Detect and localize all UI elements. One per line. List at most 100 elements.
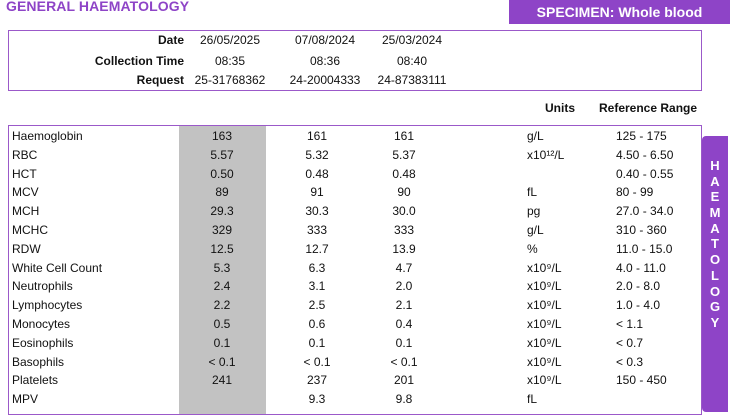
result-value: 30.0 (392, 204, 416, 219)
request-value: 24-87383111 (377, 73, 447, 87)
result-value: 9.3 (308, 392, 326, 407)
result-value: 30.3 (305, 204, 329, 219)
result-value: 12.5 (210, 241, 234, 256)
result-value: 2.0 (395, 279, 413, 294)
result-value: 29.3 (210, 204, 234, 219)
result-value: 0.1 (395, 335, 413, 350)
reference-range: 125 - 175 (616, 129, 667, 143)
reference-range: 150 - 450 (616, 373, 667, 388)
unit: x10⁹/L (527, 317, 562, 331)
unit: pg (527, 204, 541, 219)
table-row: White Cell Count 5.3 6.3 4.7 x10⁹/L 4.0 - 11.… (8, 259, 702, 278)
date-value: 25/03/2024 (381, 33, 443, 47)
table-row: Eosinophils 0.1 0.1 0.1 x10⁹/L < 0.7 (8, 334, 702, 353)
test-name: MCHC (12, 223, 48, 237)
result-value: 0.1 (308, 335, 326, 350)
units-header: Units (545, 101, 575, 115)
specimen-badge: SPECIMEN: Whole blood (509, 0, 730, 24)
result-value: 333 (306, 223, 328, 237)
result-value: < 0.1 (390, 354, 418, 369)
reference-range-header: Reference Range (599, 101, 698, 115)
test-name: Neutrophils (12, 279, 73, 294)
unit: x10⁹/L (527, 335, 562, 350)
result-value: 4.7 (395, 260, 413, 275)
result-value: 241 (211, 373, 233, 388)
collection-time-value: 08:35 (214, 54, 246, 68)
table-row: HCT 0.50 0.48 0.48 0.40 - 0.55 (8, 165, 702, 184)
result-value: 91 (310, 185, 324, 200)
test-name: RBC (12, 147, 38, 162)
unit: fL (527, 185, 538, 200)
reference-range: < 1.1 (616, 317, 644, 331)
table-row: RBC 5.57 5.32 5.37 x10¹²/L 4.50 - 6.50 (8, 146, 702, 165)
table-row: MPV 9.3 9.8 fL (8, 390, 702, 409)
result-value: 2.2 (213, 298, 231, 313)
unit: x10⁹/L (527, 373, 562, 388)
reference-range: 310 - 360 (616, 223, 667, 237)
result-value: 2.1 (395, 298, 413, 313)
result-value: 333 (393, 223, 415, 237)
table-row: Platelets 241 237 201 x10⁹/L 150 - 450 (8, 371, 702, 390)
reference-range: 27.0 - 34.0 (616, 204, 674, 219)
result-value: 89 (215, 185, 229, 200)
result-value: 0.6 (308, 317, 326, 331)
reference-range: 4.50 - 6.50 (616, 147, 674, 162)
unit: g/L (527, 223, 544, 237)
test-name: White Cell Count (12, 260, 103, 275)
test-name: Monocytes (12, 317, 71, 331)
test-name: Eosinophils (12, 335, 74, 350)
unit: x10⁹/L (527, 354, 562, 369)
reference-range: < 0.3 (616, 354, 644, 369)
table-row: Haemoglobin 163 161 161 g/L 125 - 175 (8, 127, 702, 146)
result-value: 5.3 (213, 260, 231, 275)
test-name: MCV (12, 185, 39, 200)
result-value: 5.57 (210, 147, 234, 162)
reference-range: 2.0 - 8.0 (616, 279, 661, 294)
results-table (8, 125, 702, 415)
collection-time-value: 08:40 (396, 54, 428, 68)
reference-range: 11.0 - 15.0 (616, 241, 673, 256)
request-label: Request (136, 73, 184, 87)
result-value: 161 (393, 129, 415, 143)
result-value: 0.48 (392, 166, 416, 181)
table-row: MCV 89 91 90 fL 80 - 99 (8, 183, 702, 202)
date-value: 26/05/2025 (199, 33, 261, 47)
test-name: Basophils (12, 354, 65, 369)
test-name: RDW (12, 241, 41, 256)
unit: x10⁹/L (527, 298, 562, 313)
test-name: MPV (12, 392, 39, 407)
result-value: 2.5 (308, 298, 326, 313)
test-name: Lymphocytes (12, 298, 83, 313)
result-value: 2.4 (213, 279, 231, 294)
collection-time-value: 08:36 (309, 54, 341, 68)
result-value: 0.50 (210, 166, 234, 181)
unit: g/L (527, 129, 544, 143)
table-row: Lymphocytes 2.2 2.5 2.1 x10⁹/L 1.0 - 4.0 (8, 296, 702, 315)
table-row: MCHC 329 333 333 g/L 310 - 360 (8, 221, 702, 240)
test-name: MCH (12, 204, 40, 219)
result-value: 5.32 (305, 147, 329, 162)
unit: x10⁹/L (527, 260, 562, 275)
result-value: 0.48 (305, 166, 329, 181)
test-name: HCT (12, 166, 37, 181)
unit: x10⁹/L (527, 279, 562, 294)
collection-time-label: Collection Time (94, 54, 184, 68)
result-value: 0.5 (213, 317, 231, 331)
result-value: 0.4 (395, 317, 413, 331)
result-value: 329 (211, 223, 233, 237)
test-name: Platelets (12, 373, 59, 388)
result-value: 0.1 (213, 335, 231, 350)
table-row: Basophils < 0.1 < 0.1 < 0.1 x10⁹/L < 0.3 (8, 353, 702, 372)
section-title: GENERAL HAEMATOLOGY (6, 0, 190, 14)
table-row: MCH 29.3 30.3 30.0 pg 27.0 - 34.0 (8, 202, 702, 221)
result-value: 163 (211, 129, 233, 143)
request-value: 24-20004333 (289, 73, 361, 87)
current-result-highlight (179, 125, 266, 415)
reference-range: 80 - 99 (616, 185, 654, 200)
table-row: Neutrophils 2.4 3.1 2.0 x10⁹/L 2.0 - 8.0 (8, 277, 702, 296)
request-value: 25-31768362 (194, 73, 266, 87)
result-value: < 0.1 (303, 354, 331, 369)
result-value: 90 (397, 185, 411, 200)
